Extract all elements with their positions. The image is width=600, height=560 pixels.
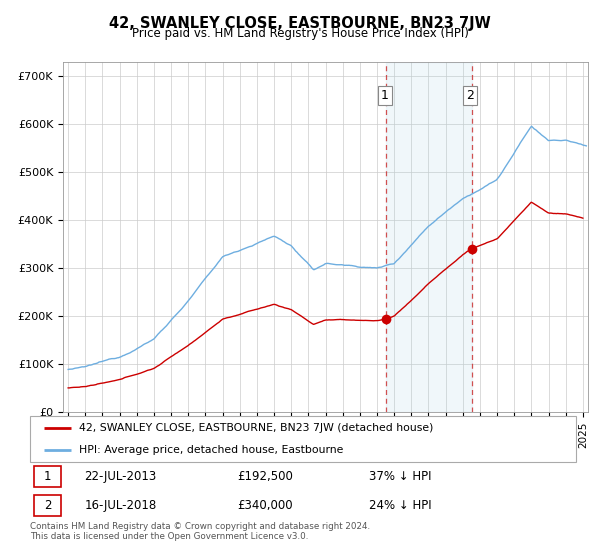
Text: 16-JUL-2018: 16-JUL-2018 (85, 499, 157, 512)
Text: 42, SWANLEY CLOSE, EASTBOURNE, BN23 7JW (detached house): 42, SWANLEY CLOSE, EASTBOURNE, BN23 7JW … (79, 423, 434, 433)
FancyBboxPatch shape (34, 496, 61, 516)
Text: Contains HM Land Registry data © Crown copyright and database right 2024.
This d: Contains HM Land Registry data © Crown c… (30, 522, 370, 542)
Bar (386, 62, 472, 412)
Text: 1: 1 (44, 470, 51, 483)
Text: 1: 1 (381, 88, 389, 102)
Text: Price paid vs. HM Land Registry's House Price Index (HPI): Price paid vs. HM Land Registry's House … (131, 27, 469, 40)
Text: HPI: Average price, detached house, Eastbourne: HPI: Average price, detached house, East… (79, 445, 344, 455)
Text: £340,000: £340,000 (238, 499, 293, 512)
Text: 37% ↓ HPI: 37% ↓ HPI (368, 470, 431, 483)
FancyBboxPatch shape (30, 416, 576, 462)
Text: 2: 2 (44, 499, 51, 512)
Text: 24% ↓ HPI: 24% ↓ HPI (368, 499, 431, 512)
FancyBboxPatch shape (34, 466, 61, 487)
Text: 42, SWANLEY CLOSE, EASTBOURNE, BN23 7JW: 42, SWANLEY CLOSE, EASTBOURNE, BN23 7JW (109, 16, 491, 31)
Text: £192,500: £192,500 (238, 470, 293, 483)
Text: 22-JUL-2013: 22-JUL-2013 (85, 470, 157, 483)
Text: 2: 2 (466, 88, 474, 102)
